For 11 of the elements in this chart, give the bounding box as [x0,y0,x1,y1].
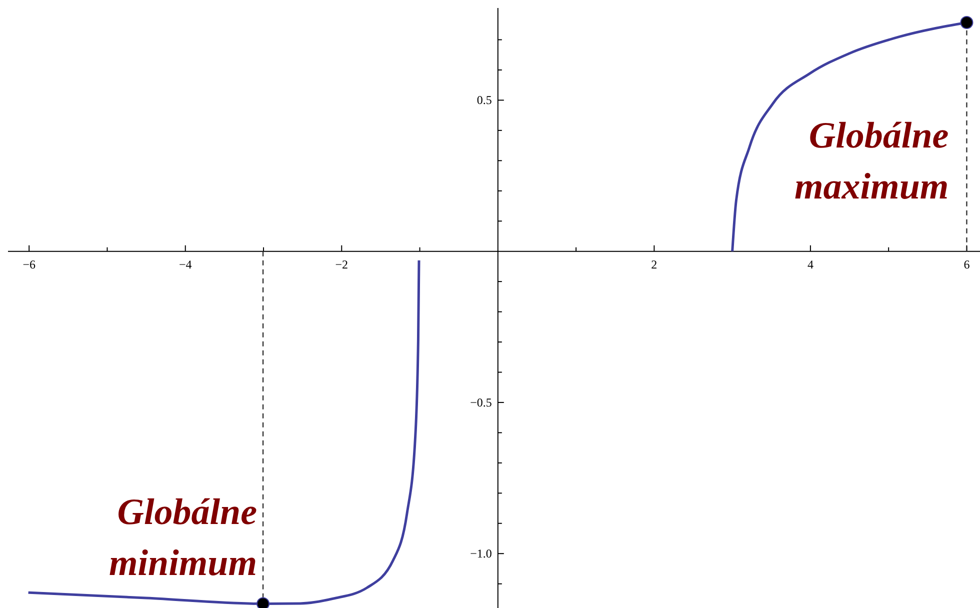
x-tick-label: 4 [807,257,814,272]
x-tick-label: −2 [335,257,348,272]
x-tick-label: 6 [964,257,970,272]
y-tick-label: −1.0 [470,546,492,561]
x-tick-label: −4 [178,257,192,272]
annotation: Globálne minimum [108,492,258,584]
y-tick-label: 0.5 [476,93,492,108]
x-tick-label: 2 [651,257,658,272]
annotation: Globálne maximum [794,116,949,208]
x-tick-label: −6 [22,257,36,272]
y-tick-label: −0.5 [470,395,492,410]
